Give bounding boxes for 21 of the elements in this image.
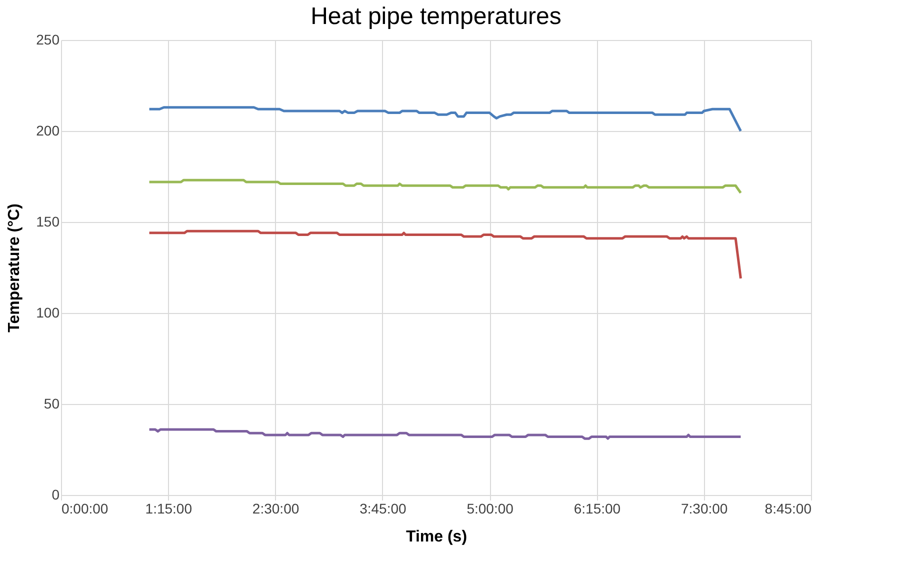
y-tick-label: 0 [52,486,60,502]
x-tick-label: 5:00:00 [466,500,514,516]
x-tick-label: 7:30:00 [681,500,728,516]
x-tick-label: 1:15:00 [145,500,192,516]
y-tick-label: 100 [36,304,60,320]
line-series [148,178,742,194]
x-tick-label: 2:30:00 [252,500,300,516]
x-tick-label: 3:45:00 [360,500,406,516]
x-tick-label: 8:45:00 [764,500,812,516]
y-tick-label: 150 [36,214,60,230]
y-axis-title: Temperature (°C) [6,204,24,332]
line-series [148,106,742,132]
y-tick-label: 250 [36,32,60,48]
x-tick-label: 6:15:00 [574,500,621,516]
x-axis-title: Time (s) [406,528,468,546]
line-series [148,428,742,440]
y-tick-label: 200 [36,122,60,138]
chart-title: Heat pipe temperatures [310,3,562,30]
x-tick-label: 0:00:00 [62,500,108,516]
y-tick-label: 50 [44,396,60,412]
line-series [148,230,742,280]
